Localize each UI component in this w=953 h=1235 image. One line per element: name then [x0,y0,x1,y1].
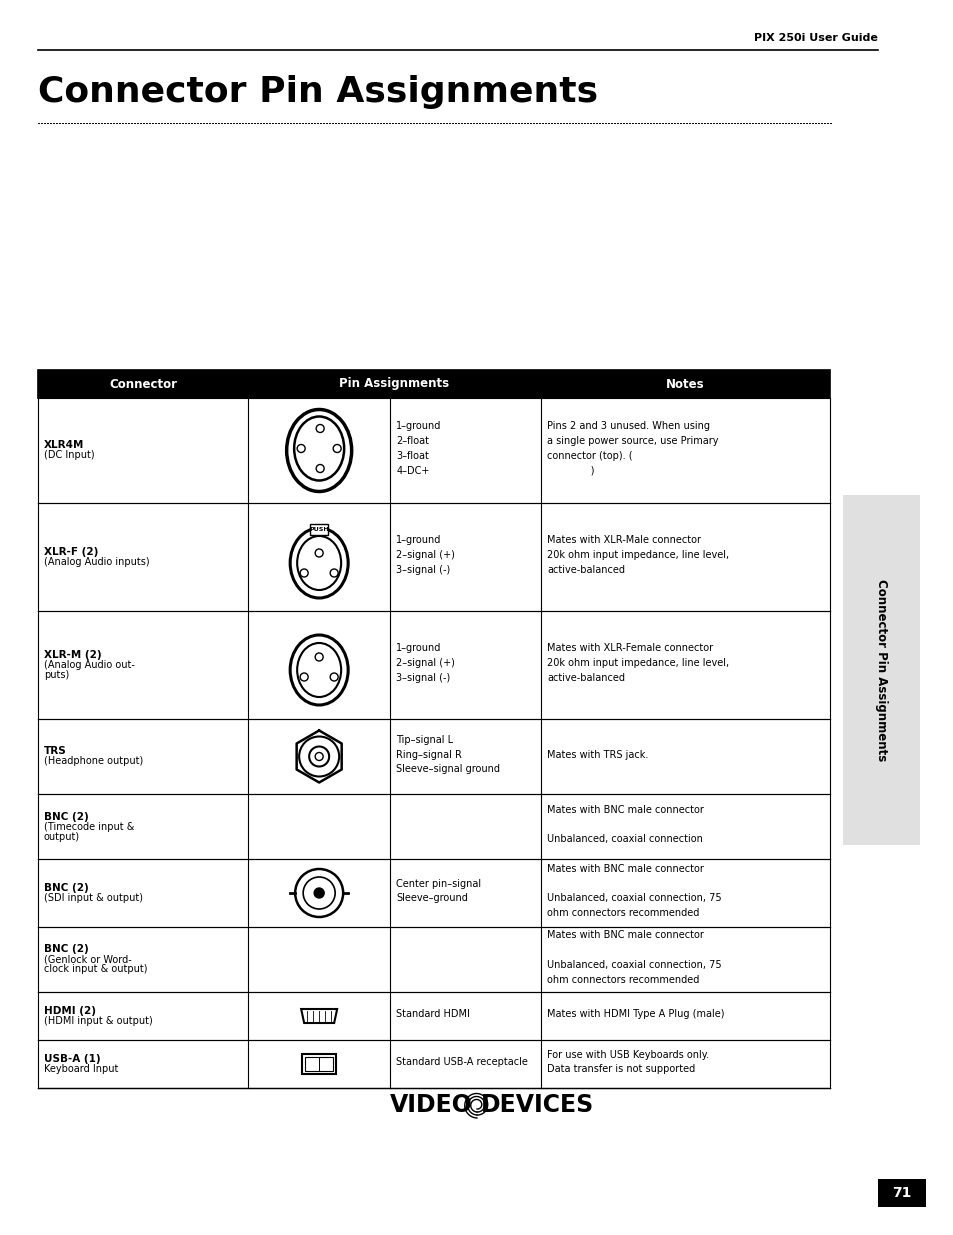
Text: Connector Pin Assignments: Connector Pin Assignments [874,579,887,761]
Text: Mates with BNC male connector

Unbalanced, coaxial connection, 75
ohm connectors: Mates with BNC male connector Unbalanced… [546,930,720,984]
Text: Mates with XLR-Female connector
20k ohm input impedance, line level,
active-bala: Mates with XLR-Female connector 20k ohm … [546,643,728,683]
Text: puts): puts) [44,671,70,680]
Ellipse shape [296,536,341,590]
Ellipse shape [290,529,348,598]
Ellipse shape [286,410,352,492]
Text: Mates with TRS jack.: Mates with TRS jack. [546,750,648,760]
Text: BNC (2): BNC (2) [44,811,89,821]
Text: (DC Input): (DC Input) [44,451,94,461]
Circle shape [299,736,339,777]
Text: (Headphone output): (Headphone output) [44,757,143,767]
Circle shape [314,550,323,557]
Text: BNC (2): BNC (2) [44,945,89,955]
Text: Notes: Notes [665,378,704,390]
Bar [310,524,328,535]
Bar [842,495,919,845]
Bar [38,370,829,398]
Text: XLR4M: XLR4M [44,441,84,451]
Circle shape [314,888,324,898]
Circle shape [330,569,337,577]
Text: 1–ground
2–signal (+)
3–signal (-): 1–ground 2–signal (+) 3–signal (-) [396,535,455,574]
Circle shape [315,464,324,473]
Text: (Timecode input &: (Timecode input & [44,821,134,831]
Text: 1–ground
2–signal (+)
3–signal (-): 1–ground 2–signal (+) 3–signal (-) [396,643,455,683]
Text: Mates with HDMI Type A Plug (male): Mates with HDMI Type A Plug (male) [546,1009,723,1019]
Circle shape [309,746,329,767]
Text: Mates with XLR-Male connector
20k ohm input impedance, line level,
active-balanc: Mates with XLR-Male connector 20k ohm in… [546,535,728,574]
Text: Tip–signal L
Ring–signal R
Sleeve–signal ground: Tip–signal L Ring–signal R Sleeve–signal… [396,735,500,774]
Text: 1–ground
2–float
3–float
4–DC+: 1–ground 2–float 3–float 4–DC+ [396,421,441,475]
Circle shape [300,569,308,577]
Text: XLR-M (2): XLR-M (2) [44,650,102,659]
Circle shape [330,673,337,680]
Text: TRS: TRS [44,746,67,757]
Text: Connector Pin Assignments: Connector Pin Assignments [38,75,598,109]
Text: PUSH: PUSH [309,527,329,532]
Text: (Analog Audio inputs): (Analog Audio inputs) [44,557,150,567]
Text: Mates with BNC male connector

Unbalanced, coaxial connection, 75
ohm connectors: Mates with BNC male connector Unbalanced… [546,863,720,918]
Text: Keyboard Input: Keyboard Input [44,1065,118,1074]
Circle shape [314,653,323,661]
Bar [305,1057,333,1071]
Text: Connector: Connector [109,378,176,390]
Circle shape [294,869,343,918]
Text: 71: 71 [891,1186,911,1200]
Text: Center pin–signal
Sleeve–ground: Center pin–signal Sleeve–ground [396,878,481,903]
Text: Pin Assignments: Pin Assignments [339,378,449,390]
Text: HDMI (2): HDMI (2) [44,1007,96,1016]
Circle shape [296,445,305,452]
Text: BNC (2): BNC (2) [44,883,89,893]
Text: USB-A (1): USB-A (1) [44,1053,100,1065]
Text: Standard HDMI: Standard HDMI [396,1009,470,1019]
Text: PIX 250i User Guide: PIX 250i User Guide [753,33,877,43]
Text: (SDI input & output): (SDI input & output) [44,893,143,903]
Ellipse shape [296,643,341,697]
Text: clock input & output): clock input & output) [44,965,148,974]
Circle shape [303,877,335,909]
Text: (HDMI input & output): (HDMI input & output) [44,1016,152,1026]
Text: VIDEO: VIDEO [390,1093,473,1116]
Text: (Genlock or Word-: (Genlock or Word- [44,955,132,965]
Polygon shape [301,1009,336,1023]
Bar [877,1179,925,1207]
Bar [302,1053,335,1074]
Circle shape [314,752,323,761]
Text: DEVICES: DEVICES [480,1093,594,1116]
Bar [38,370,829,398]
Circle shape [333,445,341,452]
Text: output): output) [44,831,80,841]
Text: Pins 2 and 3 unused. When using
a single power source, use Primary
connector (to: Pins 2 and 3 unused. When using a single… [546,421,718,475]
Text: Standard USB-A receptacle: Standard USB-A receptacle [396,1057,528,1067]
Text: For use with USB Keyboards only.
Data transfer is not supported: For use with USB Keyboards only. Data tr… [546,1050,708,1074]
Text: Mates with BNC male connector

Unbalanced, coaxial connection: Mates with BNC male connector Unbalanced… [546,805,703,845]
Circle shape [300,673,308,680]
Text: (Analog Audio out-: (Analog Audio out- [44,659,134,671]
Ellipse shape [290,635,348,705]
Text: XLR-F (2): XLR-F (2) [44,547,98,557]
Circle shape [315,425,324,432]
Ellipse shape [294,416,344,480]
